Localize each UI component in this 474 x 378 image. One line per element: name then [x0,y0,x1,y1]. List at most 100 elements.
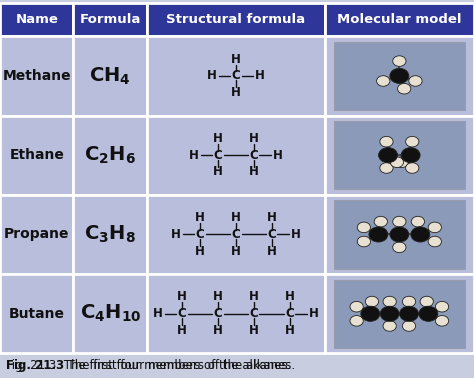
Text: H: H [213,166,223,178]
FancyBboxPatch shape [147,116,325,195]
Text: H: H [231,53,241,65]
Text: H: H [249,324,259,337]
Text: C: C [285,307,294,320]
Circle shape [390,157,403,167]
Circle shape [402,296,416,307]
Text: The first four members of the alkanes.: The first four members of the alkanes. [60,359,295,372]
Text: H: H [291,228,301,241]
Text: Fig. 21.3: Fig. 21.3 [6,359,64,372]
Text: H: H [207,69,217,82]
FancyBboxPatch shape [73,36,147,116]
Text: Structural formula: Structural formula [166,13,305,26]
Text: H: H [177,324,187,337]
FancyBboxPatch shape [73,116,147,195]
Text: Molecular model: Molecular model [337,13,462,26]
FancyBboxPatch shape [0,195,73,274]
Circle shape [390,227,409,242]
FancyBboxPatch shape [147,195,325,274]
Circle shape [365,296,379,307]
FancyBboxPatch shape [73,195,147,274]
Circle shape [411,216,425,227]
Circle shape [390,68,409,84]
Circle shape [357,236,371,247]
FancyBboxPatch shape [0,274,73,353]
Circle shape [350,301,363,312]
Text: H: H [309,307,319,320]
FancyBboxPatch shape [334,42,465,110]
Circle shape [406,163,419,173]
Text: H: H [171,228,181,241]
Circle shape [383,296,396,307]
Text: H: H [177,291,187,304]
Circle shape [380,136,393,147]
FancyBboxPatch shape [325,195,474,274]
Text: C: C [231,69,240,82]
Circle shape [392,56,406,67]
FancyBboxPatch shape [147,3,325,36]
FancyBboxPatch shape [334,121,465,189]
Circle shape [400,306,419,321]
Circle shape [398,84,411,94]
Text: H: H [273,149,283,162]
Text: H: H [255,69,264,82]
Text: H: H [213,324,223,337]
Circle shape [376,76,390,86]
Text: H: H [231,86,241,99]
Circle shape [383,321,396,331]
Text: $\mathbf{C_2H_6}$: $\mathbf{C_2H_6}$ [84,144,136,166]
Text: Butane: Butane [9,307,65,321]
Text: Formula: Formula [80,13,141,26]
Circle shape [374,216,387,227]
Circle shape [392,216,406,227]
Text: $\mathbf{CH_4}$: $\mathbf{CH_4}$ [90,65,131,87]
Text: H: H [284,324,294,337]
Circle shape [357,222,371,233]
Text: C: C [267,228,276,241]
Circle shape [411,227,430,242]
Text: H: H [213,291,223,304]
FancyBboxPatch shape [73,274,147,353]
FancyBboxPatch shape [0,36,73,116]
FancyBboxPatch shape [0,3,73,36]
Circle shape [379,147,398,163]
Circle shape [419,306,438,321]
Text: H: H [189,149,199,162]
FancyBboxPatch shape [325,3,474,36]
Text: Fig. 21.3  The first four members of the alkanes.: Fig. 21.3 The first four members of the … [6,359,291,372]
Text: H: H [249,132,259,145]
FancyBboxPatch shape [325,274,474,353]
Text: C: C [231,228,240,241]
Text: Propane: Propane [4,228,70,242]
Text: $\mathbf{C_3H_8}$: $\mathbf{C_3H_8}$ [84,224,136,245]
Text: H: H [195,245,205,258]
Circle shape [380,306,399,321]
Circle shape [402,321,416,331]
Circle shape [428,222,441,233]
Text: $\mathbf{C_4H_{10}}$: $\mathbf{C_4H_{10}}$ [80,303,141,324]
Text: H: H [231,245,241,258]
Circle shape [392,242,406,253]
Text: H: H [195,211,205,224]
Text: H: H [231,211,241,224]
Circle shape [361,306,380,321]
Circle shape [369,227,388,242]
Text: C: C [213,149,222,162]
Text: H: H [213,132,223,145]
Text: H: H [267,245,277,258]
FancyBboxPatch shape [325,116,474,195]
FancyBboxPatch shape [147,274,325,353]
FancyBboxPatch shape [325,36,474,116]
FancyBboxPatch shape [0,116,73,195]
Circle shape [409,76,422,86]
Text: H: H [249,166,259,178]
Text: Methane: Methane [2,69,71,83]
Text: H: H [249,291,259,304]
Text: Name: Name [15,13,58,26]
Circle shape [350,316,363,326]
Circle shape [436,301,449,312]
Circle shape [436,316,449,326]
Text: H: H [267,211,277,224]
Circle shape [420,296,433,307]
FancyBboxPatch shape [334,200,465,269]
FancyBboxPatch shape [147,36,325,116]
